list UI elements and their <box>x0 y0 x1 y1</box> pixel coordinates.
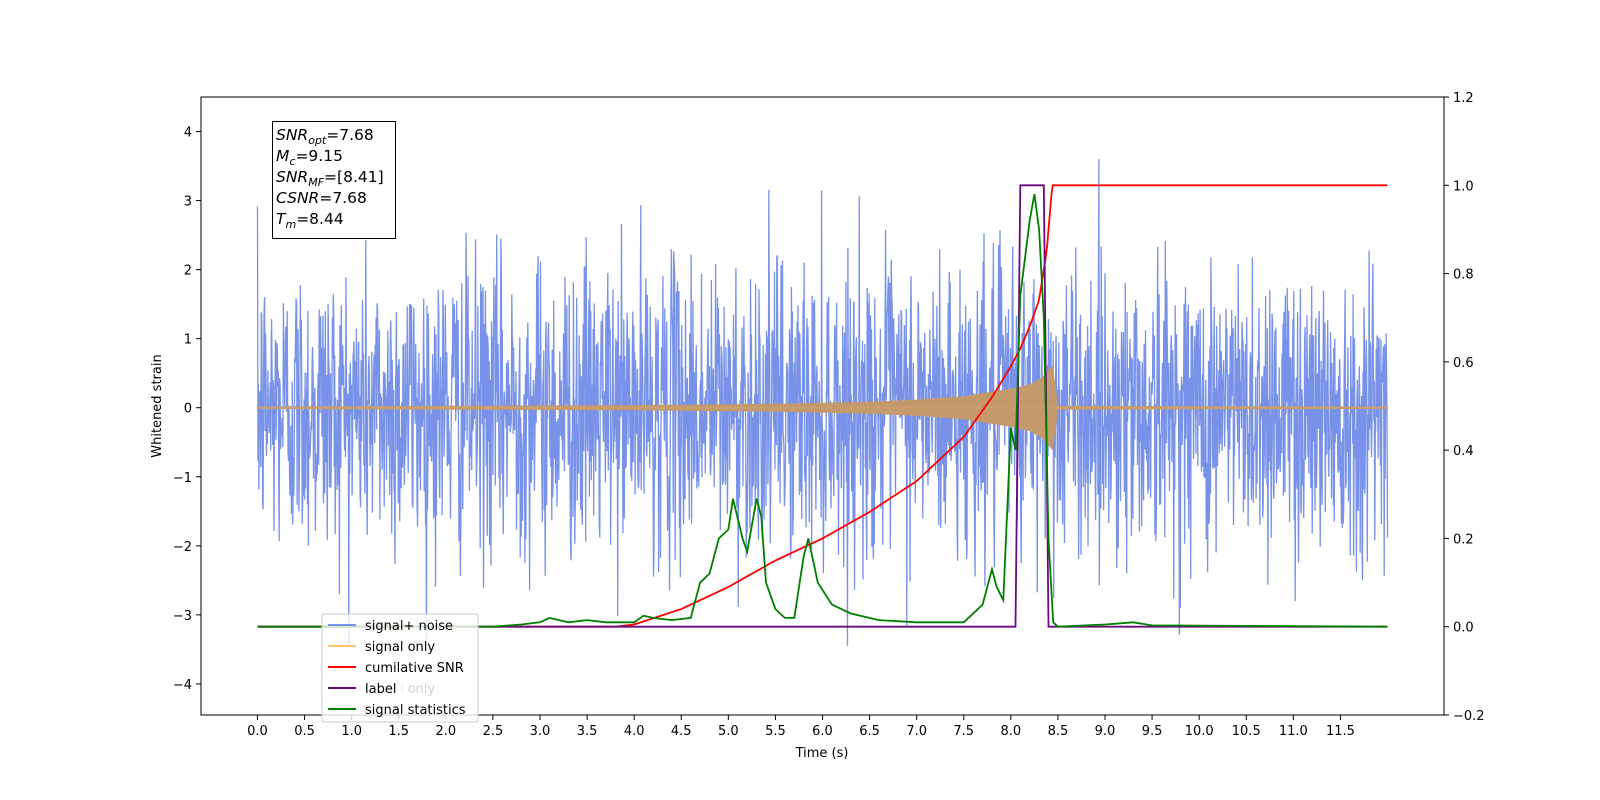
x-tick-label: 11.0 <box>1279 724 1308 739</box>
x-tick-label: 8.0 <box>1000 724 1021 739</box>
annotation-csnr: CSNR=7.68 <box>276 189 367 207</box>
x-tick-label: 6.5 <box>859 724 880 739</box>
y-left-tick-label: 2 <box>184 264 192 279</box>
y-right-tick-label: 0.0 <box>1453 621 1474 636</box>
legend-box <box>321 613 479 723</box>
annotation-snr-opt: SNRopt=7.68 <box>276 126 374 147</box>
legend-label-label: label <box>365 682 396 697</box>
x-tick-label: 5.0 <box>718 724 739 739</box>
x-tick-label: 5.5 <box>765 724 786 739</box>
x-tick-label: 3.0 <box>530 724 551 739</box>
x-tick-label: 0.0 <box>247 724 268 739</box>
y-left-tick-label: −4 <box>173 678 192 693</box>
x-tick-label: 2.5 <box>483 724 504 739</box>
y-right-tick-label: 1.2 <box>1453 91 1474 106</box>
y-right-tick-label: 0.8 <box>1453 268 1474 283</box>
annotation-snr-mf: SNRMF=[8.41] <box>276 168 384 189</box>
legend-label-signal-noise: signal+ noise <box>365 619 453 634</box>
series-signal-noise <box>256 158 1389 646</box>
y-axis-label: Whitened strain <box>150 354 165 457</box>
x-tick-label: 6.0 <box>812 724 833 739</box>
x-tick-label: 3.5 <box>577 724 598 739</box>
x-tick-label: 0.5 <box>294 724 315 739</box>
y-right-tick-label: 1.0 <box>1453 179 1474 194</box>
x-tick-label: 1.5 <box>388 724 409 739</box>
x-tick-label: 8.5 <box>1048 724 1069 739</box>
x-tick-label: 1.0 <box>341 724 362 739</box>
x-tick-label: 10.5 <box>1232 724 1261 739</box>
annotation-mc: Mc=9.15 <box>276 147 343 168</box>
x-tick-label: 11.5 <box>1326 724 1355 739</box>
series-signal-statistics <box>257 193 1388 628</box>
x-tick-label: 4.0 <box>624 724 645 739</box>
legend-label-signal-statistics: signal statistics <box>365 703 466 718</box>
legend-label-signal-only: signal only <box>365 640 435 655</box>
y-right-tick-label: −0.2 <box>1453 709 1485 724</box>
y-left-tick-label: −1 <box>173 471 192 486</box>
annotation-box: SNRopt=7.68 Mc=9.15 SNRMF=[8.41] CSNR=7.… <box>272 121 396 239</box>
legend: signal+ noise signal only cumilative SNR… <box>321 613 479 723</box>
legend-label-mask <box>362 680 402 696</box>
y-left-tick-label: −2 <box>173 540 192 555</box>
x-tick-label: 7.5 <box>953 724 974 739</box>
y-left-tick-label: 1 <box>184 333 192 348</box>
ticks-layer: 0.0 0.5 1.0 1.5 2.0 2.5 3.0 3.5 4.0 4.5 5.0 5.5 6.0 6… <box>173 91 1485 739</box>
y-left-tick-label: −3 <box>173 609 192 624</box>
x-tick-label: 2.0 <box>435 724 456 739</box>
legend-label-cumulative-snr: cumilative SNR <box>365 661 464 676</box>
y-right-tick-label: 0.4 <box>1453 444 1474 459</box>
x-tick-label: 9.5 <box>1142 724 1163 739</box>
y-right-tick-label: 0.2 <box>1453 532 1474 547</box>
y-left-tick-label: 4 <box>184 126 192 141</box>
series-label <box>257 184 1388 628</box>
y-left-tick-label: 0 <box>184 402 192 417</box>
x-tick-label: 4.5 <box>671 724 692 739</box>
y-left-tick-label: 3 <box>184 195 192 210</box>
y-right-tick-label: 0.6 <box>1453 356 1474 371</box>
x-tick-label: 10.0 <box>1185 724 1214 739</box>
annotation-tm: Tm=8.44 <box>276 210 344 231</box>
x-axis-label: Time (s) <box>795 746 849 761</box>
x-tick-label: 9.0 <box>1095 724 1116 739</box>
x-tick-label: 7.0 <box>906 724 927 739</box>
